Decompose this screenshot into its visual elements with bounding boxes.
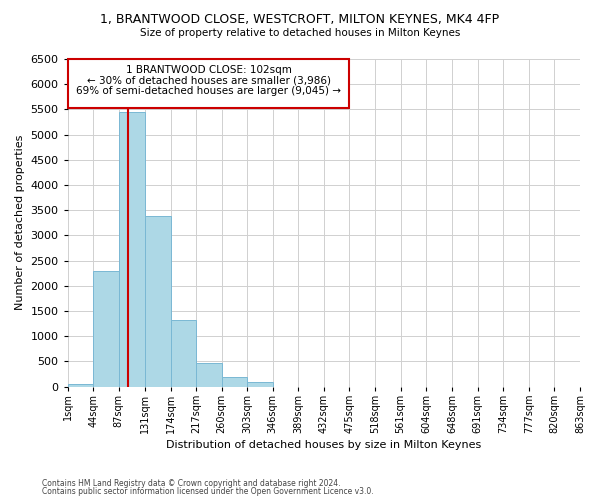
Text: ← 30% of detached houses are smaller (3,986): ← 30% of detached houses are smaller (3,… — [86, 75, 331, 85]
Bar — [68, 384, 93, 386]
Text: Contains HM Land Registry data © Crown copyright and database right 2024.: Contains HM Land Registry data © Crown c… — [42, 478, 341, 488]
Text: Contains public sector information licensed under the Open Government Licence v3: Contains public sector information licen… — [42, 487, 374, 496]
Bar — [145, 216, 170, 386]
Text: 1, BRANTWOOD CLOSE, WESTCROFT, MILTON KEYNES, MK4 4FP: 1, BRANTWOOD CLOSE, WESTCROFT, MILTON KE… — [100, 12, 500, 26]
Bar — [119, 112, 145, 386]
Y-axis label: Number of detached properties: Number of detached properties — [15, 135, 25, 310]
Bar — [247, 382, 273, 386]
Text: 1 BRANTWOOD CLOSE: 102sqm: 1 BRANTWOOD CLOSE: 102sqm — [125, 65, 292, 75]
Bar — [93, 271, 119, 386]
Bar — [196, 363, 221, 386]
Bar — [170, 320, 196, 386]
Text: 69% of semi-detached houses are larger (9,045) →: 69% of semi-detached houses are larger (… — [76, 86, 341, 96]
X-axis label: Distribution of detached houses by size in Milton Keynes: Distribution of detached houses by size … — [166, 440, 481, 450]
Text: Size of property relative to detached houses in Milton Keynes: Size of property relative to detached ho… — [140, 28, 460, 38]
FancyBboxPatch shape — [68, 59, 349, 108]
Bar — [221, 377, 247, 386]
